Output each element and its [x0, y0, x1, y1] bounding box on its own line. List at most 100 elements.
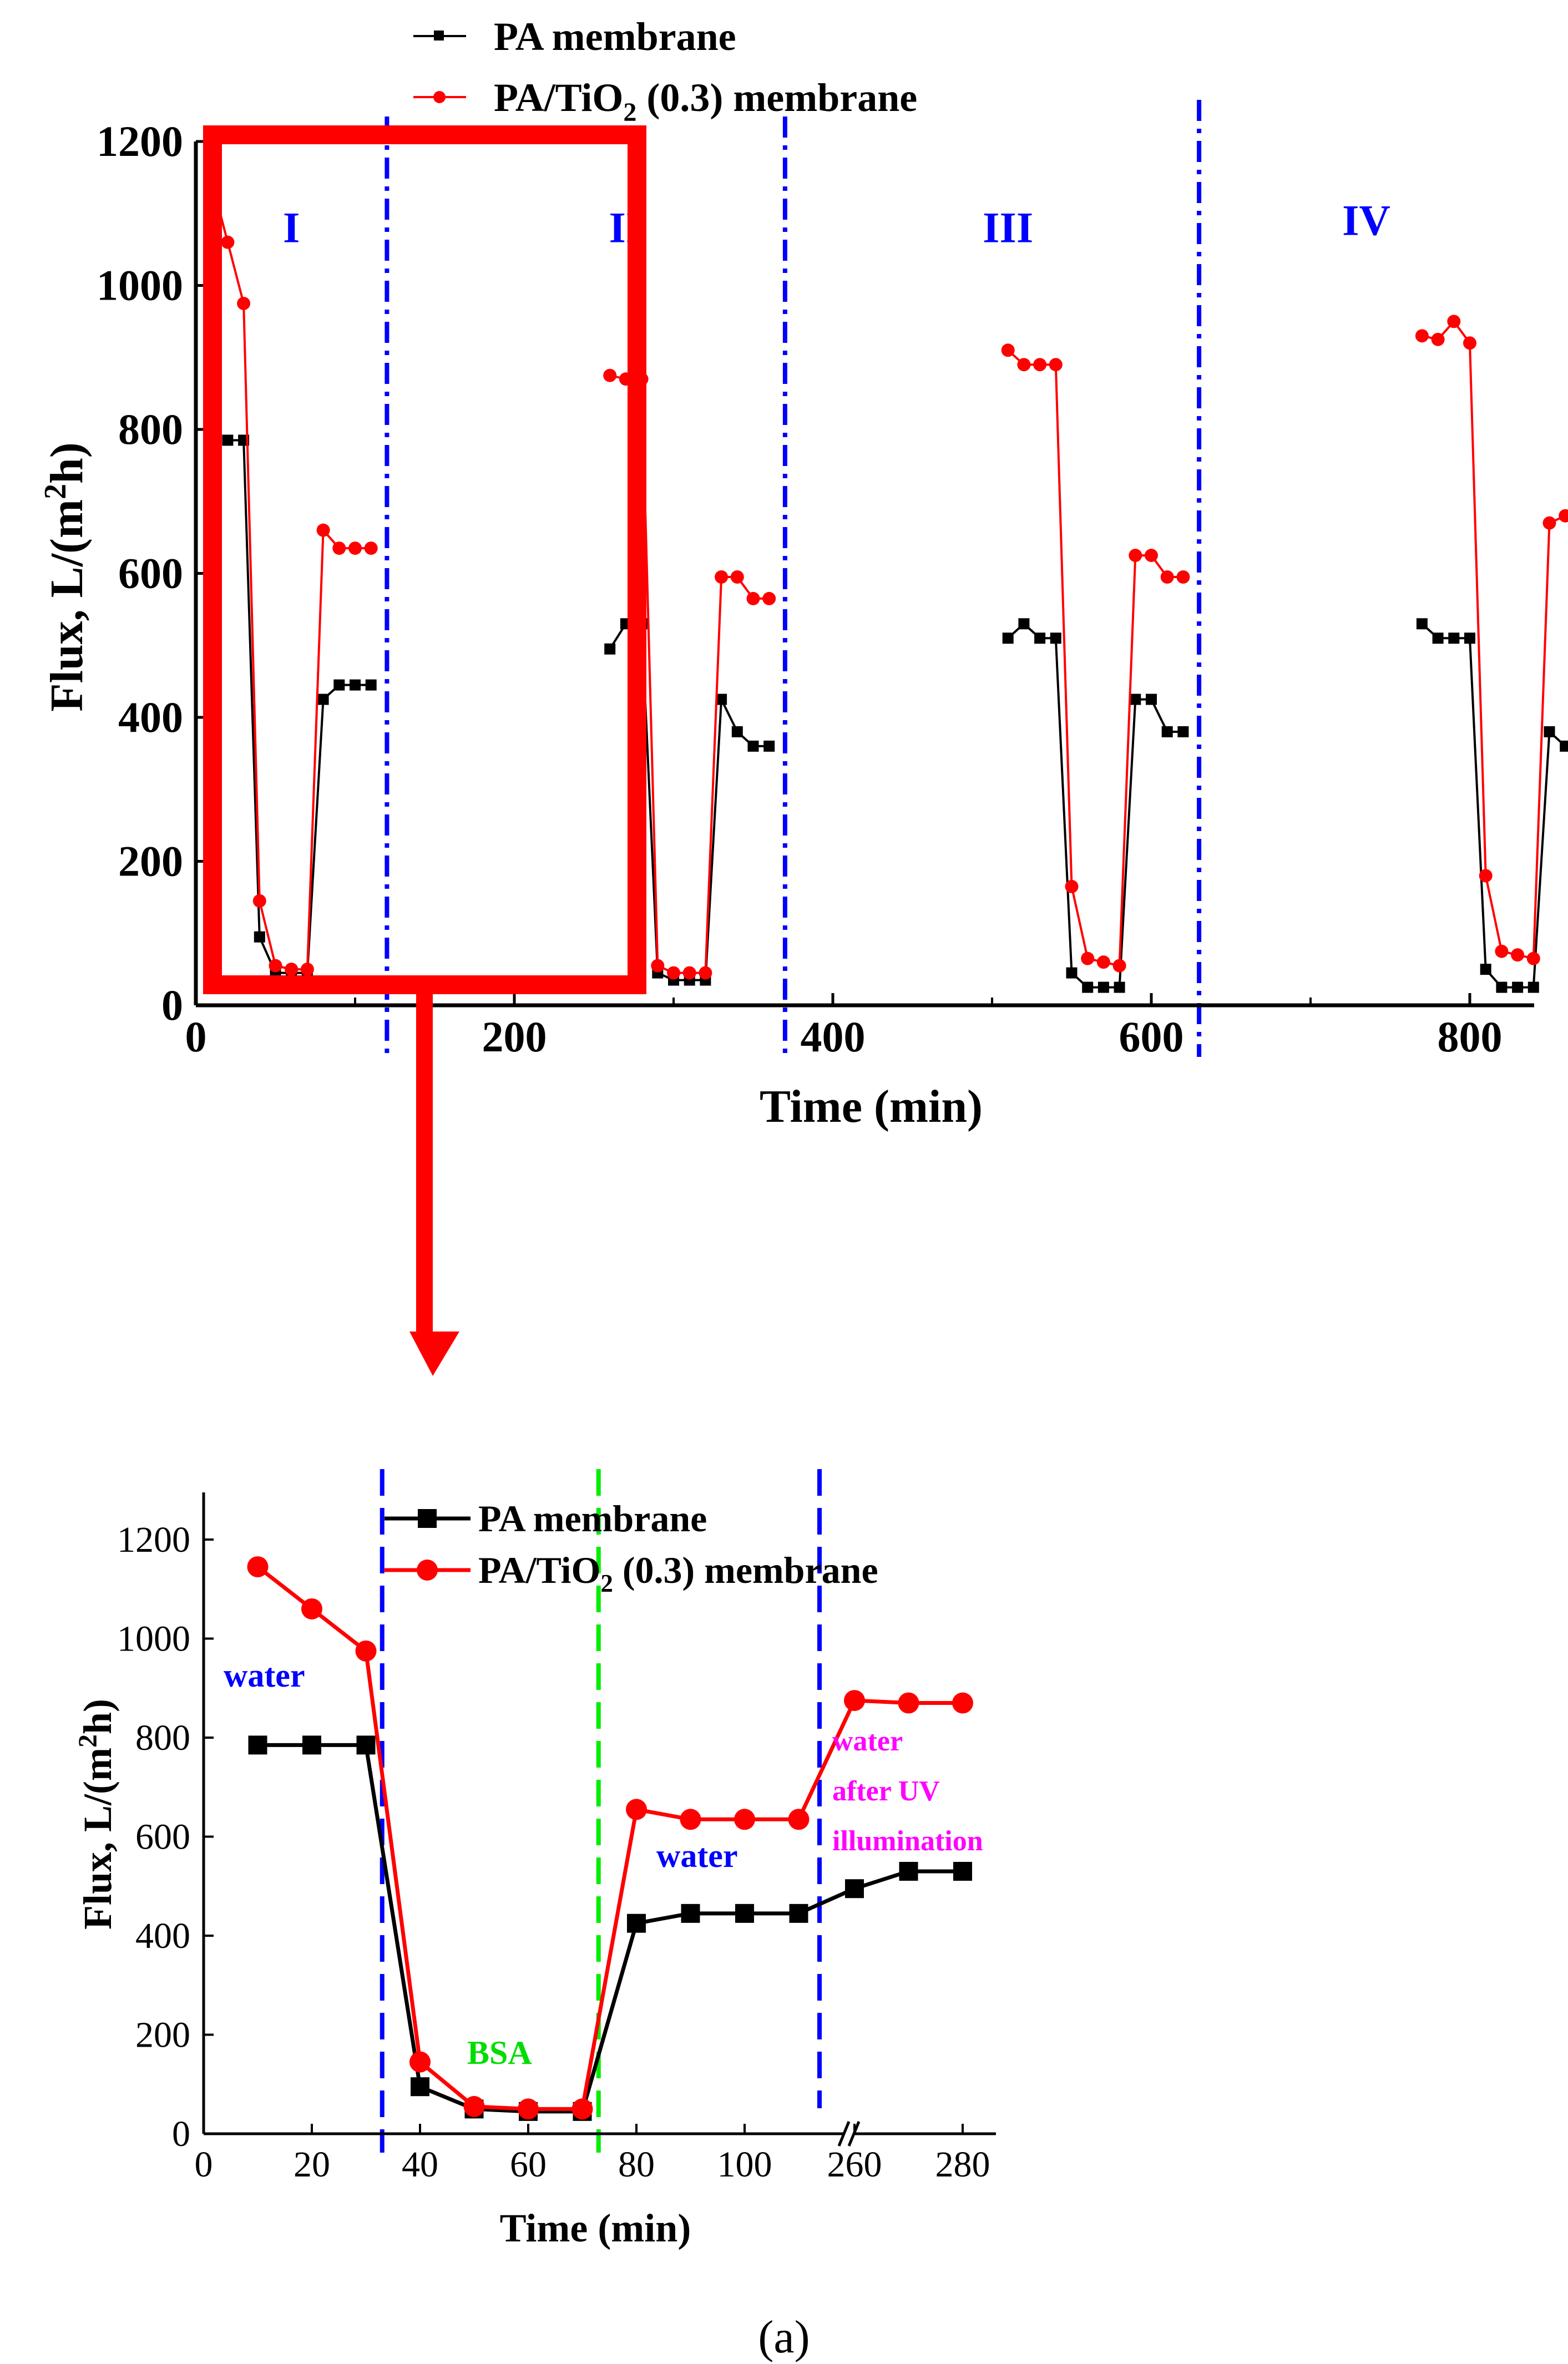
top-legend-tio2-marker	[433, 91, 446, 103]
bottom-point-pa	[248, 1735, 267, 1755]
bottom-x-tick-label: 260	[827, 2144, 882, 2185]
bottom-series-bridge	[797, 1699, 857, 1820]
top-point-tio2	[1112, 959, 1126, 973]
top-point-pa	[1544, 726, 1555, 737]
top-y-tick-label: 0	[161, 981, 183, 1029]
bottom-chart: 0 20 40 60 80 100 260 280020040060080010001200 …	[73, 1469, 996, 2250]
top-point-tio2	[603, 368, 617, 382]
top-stage-label: III	[983, 204, 1033, 252]
bottom-point-tio2	[898, 1692, 919, 1714]
bottom-series	[247, 1556, 973, 2121]
zoom-box	[203, 125, 646, 994]
bottom-y-tick-label: 200	[135, 2015, 190, 2056]
top-stage-lines	[385, 100, 1202, 1057]
bottom-legend-pa-label: PA membrane	[478, 1497, 707, 1540]
top-point-pa	[1177, 726, 1189, 737]
top-point-tio2	[1463, 336, 1476, 350]
bottom-x-tick-label: 40	[402, 2144, 438, 2185]
bottom-x-tick-label: 280	[935, 2144, 990, 2185]
top-point-pa	[1130, 693, 1141, 705]
top-point-tio2	[1479, 869, 1493, 883]
top-point-tio2	[1096, 955, 1110, 969]
top-point-pa	[763, 740, 775, 752]
bottom-x-tick-label: 80	[618, 2144, 655, 2185]
bottom-point-tio2	[680, 1809, 701, 1830]
bottom-x-title: Time (min)	[500, 2206, 691, 2250]
bottom-x-tick-label: 20	[294, 2144, 330, 2185]
top-y-tick-label: 1000	[97, 261, 183, 310]
top-point-pa	[604, 643, 616, 655]
annotation-uv-1: water	[832, 1725, 903, 1757]
top-y-tick-label: 200	[118, 837, 183, 885]
top-point-tio2	[348, 541, 362, 555]
top-x-title: Time (min)	[760, 1081, 983, 1132]
top-point-pa	[1560, 740, 1568, 752]
top-point-tio2	[1033, 358, 1047, 372]
bottom-point-pa	[953, 1861, 972, 1881]
top-series-line	[1007, 349, 1183, 968]
top-point-tio2	[1081, 951, 1095, 965]
bottom-legend-tio2-marker	[417, 1560, 438, 1581]
bottom-x-tick-label: 100	[717, 2144, 772, 2185]
top-stage-label: I	[283, 204, 300, 252]
annotation-water-2: water	[656, 1837, 738, 1874]
bottom-point-tio2	[788, 1809, 810, 1830]
annotation-uv-2: after UV	[832, 1775, 940, 1807]
bottom-y-tick-label: 800	[135, 1718, 190, 1758]
top-point-pa	[333, 679, 345, 691]
bottom-point-pa	[627, 1914, 646, 1933]
top-legend-pa-marker	[434, 31, 444, 41]
top-series-line	[1422, 320, 1568, 960]
top-y-tick-label: 1200	[97, 117, 183, 165]
bottom-point-pa	[411, 2077, 429, 2097]
bottom-point-pa	[356, 1735, 376, 1755]
top-point-pa	[731, 726, 743, 737]
bottom-point-tio2	[355, 1640, 377, 1662]
top-y-tick-label: 400	[118, 693, 183, 741]
bottom-y-tick-label: 1000	[117, 1619, 190, 1659]
top-legend-pa-label: PA membrane	[494, 14, 736, 59]
top-point-pa	[1066, 967, 1078, 979]
bottom-point-tio2	[409, 2051, 431, 2073]
top-point-pa	[1097, 981, 1109, 993]
top-point-tio2	[300, 963, 314, 976]
top-point-tio2	[1160, 570, 1174, 584]
top-point-pa	[1082, 981, 1094, 993]
top-point-pa	[747, 740, 759, 752]
top-point-pa	[1448, 632, 1460, 644]
top-point-tio2	[746, 591, 760, 605]
top-x-tick-label: 800	[1438, 1013, 1503, 1061]
top-point-tio2	[316, 523, 330, 537]
bottom-point-tio2	[463, 2095, 485, 2117]
axis-break-mark-1	[837, 2121, 851, 2147]
bottom-point-tio2	[952, 1692, 973, 1714]
top-point-pa	[1050, 632, 1061, 644]
top-y-tick-label: 600	[118, 549, 183, 598]
top-point-tio2	[1129, 549, 1142, 563]
top-point-pa	[222, 434, 234, 446]
top-x-tick-label: 200	[482, 1013, 547, 1061]
bottom-point-tio2	[626, 1799, 647, 1820]
top-point-tio2	[1176, 570, 1190, 584]
bottom-point-pa	[681, 1904, 700, 1923]
bottom-point-tio2	[571, 2098, 593, 2120]
figure-label: (a)	[758, 2311, 810, 2363]
top-point-pa	[350, 679, 361, 691]
bottom-vertical-lines	[380, 1469, 822, 2153]
bottom-y-tick-label: 400	[135, 1916, 190, 1956]
top-point-tio2	[682, 966, 696, 980]
top-point-tio2	[1145, 549, 1158, 563]
zoom-arrow-head	[409, 1332, 459, 1376]
bottom-point-pa	[735, 1904, 754, 1923]
top-point-tio2	[1559, 509, 1568, 523]
top-point-pa	[1416, 618, 1428, 630]
bottom-point-pa	[789, 1904, 808, 1923]
top-point-pa	[1512, 981, 1524, 993]
top-point-tio2	[730, 570, 744, 584]
top-x-tick-label: 0	[185, 1013, 207, 1061]
top-point-pa	[716, 693, 727, 705]
top-legend: PA membrane PA/TiO2 (0.3) membrane	[413, 14, 917, 127]
top-point-pa	[1432, 632, 1444, 644]
top-legend-tio2-label: PA/TiO2 (0.3) membrane	[494, 75, 917, 127]
